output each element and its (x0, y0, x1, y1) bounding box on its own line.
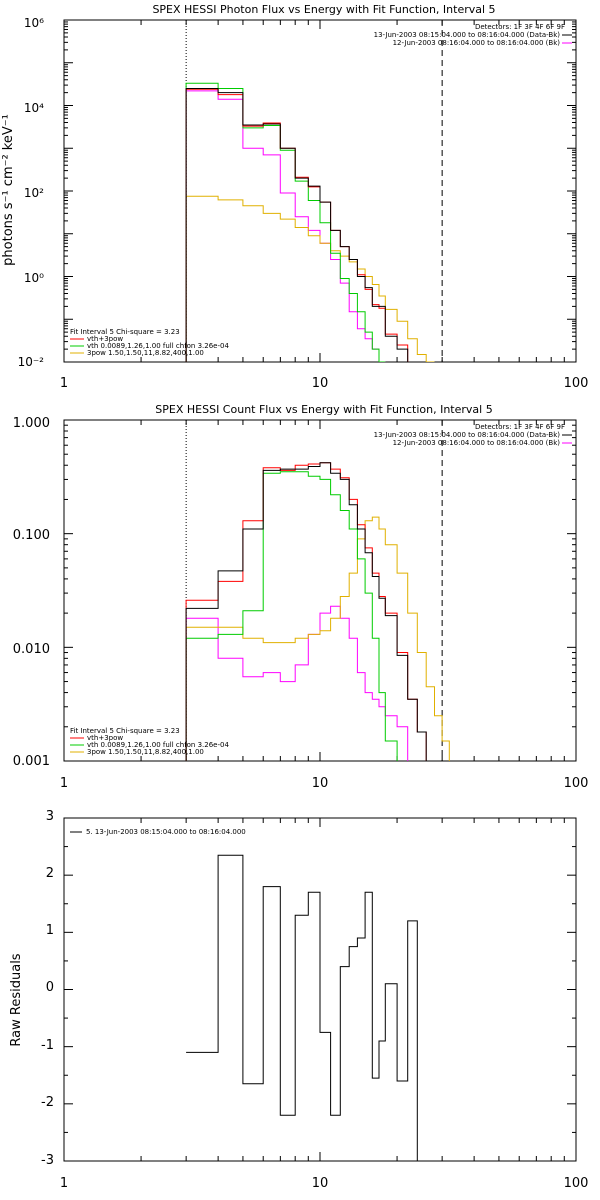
axis-ticks: -3 -2 -1 0 1 2 3 1 10 100 (41, 809, 588, 1191)
fit-legend: Fit Interval 5 Chi-square = 3.23 vth+3po… (70, 328, 229, 357)
legend-entry: 5. 13-Jun-2003 08:15:04.000 to 08:16:04.… (86, 828, 246, 836)
residuals-panel: Raw Residuals -3 -2 -1 0 1 2 3 1 10 100 … (9, 809, 588, 1191)
y-tick-label: -1 (41, 1038, 54, 1053)
x-tick-label: 10 (312, 776, 329, 791)
x-tick-label: 10 (312, 376, 329, 391)
y-tick-label: 10⁴ (24, 101, 44, 115)
y-tick-label: 1 (46, 923, 54, 938)
top-legend: Detectors: 1F 3F 4F 6F 9F 13-Jun-2003 08… (374, 23, 572, 47)
x-tick-label: 100 (564, 1176, 589, 1191)
fit-legend: Fit Interval 5 Chi-square = 3.23 vth+3po… (70, 727, 229, 756)
y-tick-label: 0 (46, 980, 54, 995)
y-tick-label: 10⁶ (24, 16, 44, 30)
y-axis-label: Raw Residuals (9, 953, 24, 1046)
fit-legend-entry: 3pow 1.50,1.50,11,8.82,400,1.00 (87, 349, 204, 357)
photon-flux-panel: SPEX HESSI Photon Flux vs Energy with Fi… (1, 3, 588, 391)
fit-legend-entry: vth+3pow (87, 335, 123, 343)
legend-entry-data: 13-Jun-2003 08:15:04.000 to 08:16:04.000… (374, 431, 561, 439)
x-tick-label: 1 (60, 776, 68, 791)
plot-area (63, 19, 577, 363)
y-tick-label: 0.010 (13, 642, 50, 657)
y-tick-label: 10⁰ (24, 271, 44, 285)
legend-entry-bk: 12-Jun-2003 08:16:04.000 to 08:16:04.000… (393, 39, 561, 47)
plot-area (63, 419, 577, 762)
y-axis-label: photons s⁻¹ cm⁻² keV⁻¹ (1, 114, 16, 266)
fit-legend-entry: vth+3pow (87, 734, 123, 742)
fit-legend-entry: vth 0.0089,1.26,1.00 full chfon 3.26e-04 (87, 342, 229, 350)
y-tick-label: 1.000 (13, 416, 50, 431)
y-tick-label: 2 (46, 866, 54, 881)
top-legend: Detectors: 1F 3F 4F 6F 9F 13-Jun-2003 08… (374, 423, 572, 447)
fit-legend-entry: 3pow 1.50,1.50,11,8.82,400,1.00 (87, 748, 204, 756)
legend-detectors: Detectors: 1F 3F 4F 6F 9F (475, 23, 565, 31)
y-tick-label: 0.001 (13, 754, 50, 769)
fit-legend-header: Fit Interval 5 Chi-square = 3.23 (70, 328, 180, 336)
series-line (186, 854, 418, 1161)
x-tick-label: 1 (60, 1176, 68, 1191)
axis-ticks: 10⁻² 10⁰ 10² 10⁴ 10⁶ 1 10 100 (18, 16, 589, 391)
axis-ticks: 0.001 0.010 0.100 1.000 1 10 100 (13, 416, 589, 791)
legend-detectors: Detectors: 1F 3F 4F 6F 9F (475, 423, 565, 431)
x-tick-label: 1 (60, 376, 68, 391)
plot-area (63, 817, 577, 1162)
series-line (185, 516, 450, 761)
y-tick-label: -3 (41, 1153, 54, 1168)
fit-legend-entry: vth 0.0089,1.26,1.00 full chfon 3.26e-04 (87, 741, 229, 749)
fit-legend-header: Fit Interval 5 Chi-square = 3.23 (70, 727, 180, 735)
count-flux-panel: SPEX HESSI Count Flux vs Energy with Fit… (13, 403, 589, 791)
panel-title: SPEX HESSI Count Flux vs Energy with Fit… (155, 403, 492, 416)
series-line (185, 605, 409, 761)
x-tick-label: 100 (564, 376, 589, 391)
x-tick-label: 100 (564, 776, 589, 791)
series-line (185, 88, 409, 362)
top-legend: 5. 13-Jun-2003 08:15:04.000 to 08:16:04.… (70, 828, 246, 836)
panel-title: SPEX HESSI Photon Flux vs Energy with Fi… (152, 3, 495, 16)
series-line (185, 82, 386, 362)
y-tick-label: -2 (41, 1095, 54, 1110)
series-line (185, 471, 398, 761)
series-line (185, 462, 435, 761)
x-tick-label: 10 (312, 1176, 329, 1191)
y-tick-label: 3 (46, 809, 54, 824)
y-tick-label: 0.100 (13, 528, 50, 543)
y-tick-label: 10² (24, 186, 44, 200)
legend-entry-data: 13-Jun-2003 08:15:04.000 to 08:16:04.000… (374, 31, 561, 39)
y-tick-label: 10⁻² (18, 355, 45, 369)
legend-entry-bk: 12-Jun-2003 08:16:04.000 to 08:16:04.000… (393, 439, 561, 447)
